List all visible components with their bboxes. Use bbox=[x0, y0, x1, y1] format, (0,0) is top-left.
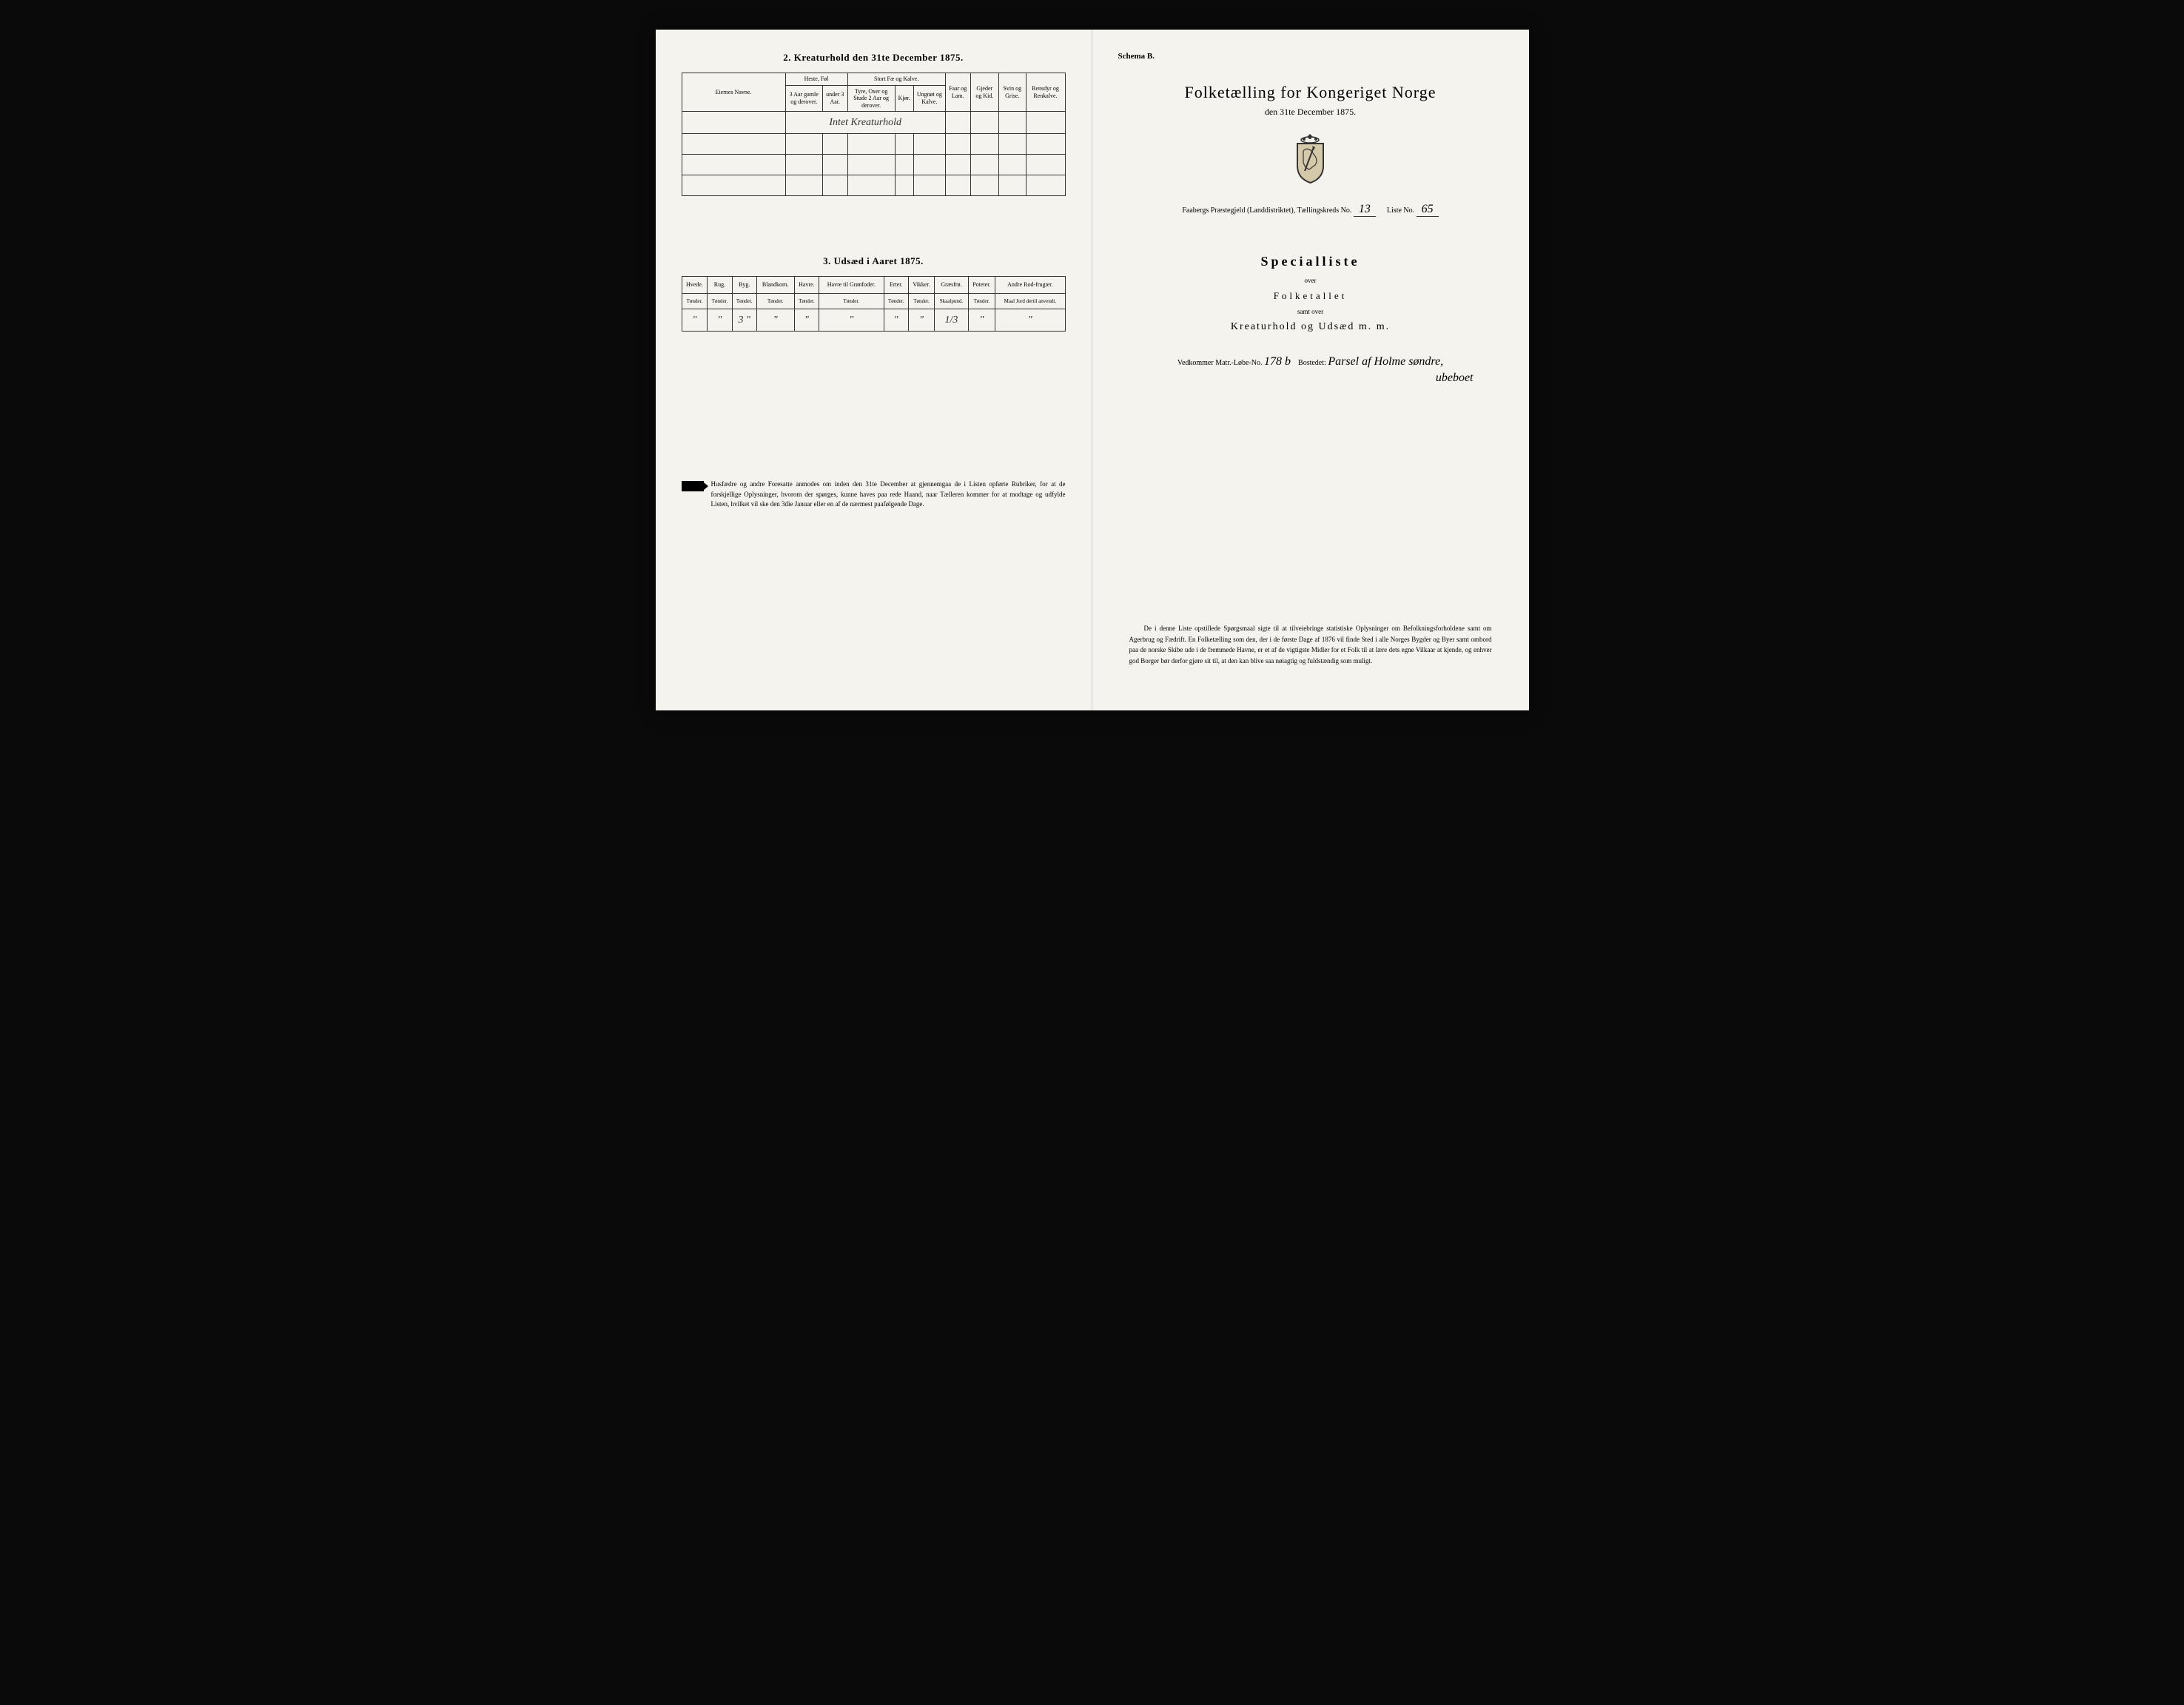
t3-cell: " bbox=[756, 309, 794, 332]
t3-cell: " bbox=[794, 309, 819, 332]
district-line: Faabergs Præstegjeld (Landdistriktet), T… bbox=[1118, 203, 1503, 217]
matr-no: 178 b bbox=[1264, 355, 1291, 368]
t3-cell: " bbox=[819, 309, 884, 332]
vedkommer-line: Vedkommer Matr.-Løbe-No. 178 b Bostedet:… bbox=[1118, 355, 1503, 369]
table-udsaed: Hvede.Rug.Byg.Blandkorn.Havre.Havre til … bbox=[682, 276, 1066, 332]
t3-header: Byg. bbox=[732, 277, 756, 294]
bosted-hw2: ubeboet bbox=[1118, 371, 1503, 385]
table3-sub-row: Tønder.Tønder.Tønder.Tønder.Tønder.Tønde… bbox=[682, 293, 1065, 309]
district-no: 13 bbox=[1354, 203, 1376, 217]
th-gjed: Gjeder og Kid. bbox=[970, 73, 999, 112]
pointer-icon bbox=[682, 481, 704, 491]
t3-cell: " bbox=[708, 309, 732, 332]
t3-header: Havre til Grønfoder. bbox=[819, 277, 884, 294]
t3-subheader: Skaalpund. bbox=[935, 293, 968, 309]
main-title: Folketælling for Kongeriget Norge bbox=[1118, 83, 1503, 102]
table-row bbox=[682, 175, 1065, 196]
t3-cell: " bbox=[995, 309, 1065, 332]
th-s3: Ungnøt og Kalve. bbox=[913, 85, 945, 112]
t3-subheader: Tønder. bbox=[756, 293, 794, 309]
left-page: 2. Kreaturhold den 31te December 1875. E… bbox=[656, 30, 1092, 710]
table-row: Intet Kreaturhold bbox=[682, 112, 1065, 134]
th-h2: under 3 Aar. bbox=[822, 85, 847, 112]
t3-header: Rug. bbox=[708, 277, 732, 294]
specialliste-title: Specialliste bbox=[1118, 254, 1503, 269]
t3-header: Poteter. bbox=[968, 277, 995, 294]
section2-title: 2. Kreaturhold den 31te December 1875. bbox=[682, 52, 1066, 64]
t3-subheader: Maal Jord dertil anvendt. bbox=[995, 293, 1065, 309]
table3-header-row: Hvede.Rug.Byg.Blandkorn.Havre.Havre til … bbox=[682, 277, 1065, 294]
hw-entry: Intet Kreaturhold bbox=[785, 112, 945, 134]
t3-subheader: Tønder. bbox=[732, 293, 756, 309]
t3-header: Blandkorn. bbox=[756, 277, 794, 294]
schema-label: Schema B. bbox=[1118, 52, 1503, 61]
th-faar: Faar og Lam. bbox=[945, 73, 970, 112]
vedkommer-prefix: Vedkommer Matr.-Løbe-No. bbox=[1177, 359, 1263, 367]
t3-cell: 3 " bbox=[732, 309, 756, 332]
t3-cell: 1/3 bbox=[935, 309, 968, 332]
kreatur-label: Kreaturhold og Udsæd m. m. bbox=[1118, 321, 1503, 333]
th-svin: Svin og Grise. bbox=[999, 73, 1026, 112]
instruction-note: Husfædre og andre Foresatte anmodes om i… bbox=[682, 480, 1066, 510]
bosted-hw: Parsel af Holme søndre, bbox=[1328, 355, 1443, 368]
t3-header: Andre Rod-frugter. bbox=[995, 277, 1065, 294]
th-h1: 3 Aar gamle og derover. bbox=[785, 85, 822, 112]
t3-subheader: Tønder. bbox=[794, 293, 819, 309]
folketallet-label: Folketallet bbox=[1118, 290, 1503, 302]
bosted-label: Bostedet: bbox=[1298, 359, 1326, 367]
coat-of-arms-icon bbox=[1118, 132, 1503, 184]
table-row bbox=[682, 134, 1065, 155]
table-row bbox=[682, 155, 1065, 175]
th-s1: Tyre, Oxer og Stude 2 Aar og derover. bbox=[847, 85, 895, 112]
district-prefix: Faabergs Præstegjeld (Landdistriktet), T… bbox=[1182, 206, 1351, 215]
t3-header: Græsfrø. bbox=[935, 277, 968, 294]
liste-label: Liste No. bbox=[1387, 206, 1414, 215]
census-document: 2. Kreaturhold den 31te December 1875. E… bbox=[656, 30, 1529, 710]
th-s2: Kjør. bbox=[895, 85, 913, 112]
over-label: over bbox=[1118, 277, 1503, 284]
section3-title: 3. Udsæd i Aaret 1875. bbox=[682, 255, 1066, 267]
bottom-note: De i denne Liste opstillede Spørgsmaal s… bbox=[1129, 623, 1492, 666]
table3-data-row: ""3 """"""1/3"" bbox=[682, 309, 1065, 332]
t3-cell: " bbox=[968, 309, 995, 332]
t3-subheader: Tønder. bbox=[968, 293, 995, 309]
t3-header: Erter. bbox=[884, 277, 908, 294]
t3-cell: " bbox=[682, 309, 708, 332]
right-page: Schema B. Folketælling for Kongeriget No… bbox=[1092, 30, 1529, 710]
t3-header: Hvede. bbox=[682, 277, 708, 294]
t3-cell: " bbox=[908, 309, 934, 332]
t3-header: Vikker. bbox=[908, 277, 934, 294]
th-eier: Eiernes Navne. bbox=[682, 73, 785, 112]
t3-header: Havre. bbox=[794, 277, 819, 294]
t3-cell: " bbox=[884, 309, 908, 332]
t3-subheader: Tønder. bbox=[884, 293, 908, 309]
t3-subheader: Tønder. bbox=[908, 293, 934, 309]
th-stort-group: Stort Fæ og Kalve. bbox=[847, 73, 945, 86]
t3-subheader: Tønder. bbox=[682, 293, 708, 309]
t3-subheader: Tønder. bbox=[819, 293, 884, 309]
th-heste-group: Heste, Føl bbox=[785, 73, 847, 86]
liste-no: 65 bbox=[1417, 203, 1439, 217]
table-kreaturhold: Eiernes Navne. Heste, Føl Stort Fæ og Ka… bbox=[682, 73, 1066, 196]
note-text: Husfædre og andre Foresatte anmodes om i… bbox=[711, 480, 1066, 510]
t3-subheader: Tønder. bbox=[708, 293, 732, 309]
th-ren: Rensdyr og Renkalve. bbox=[1026, 73, 1065, 112]
samt-label: samt over bbox=[1118, 308, 1503, 315]
subtitle: den 31te December 1875. bbox=[1118, 107, 1503, 118]
